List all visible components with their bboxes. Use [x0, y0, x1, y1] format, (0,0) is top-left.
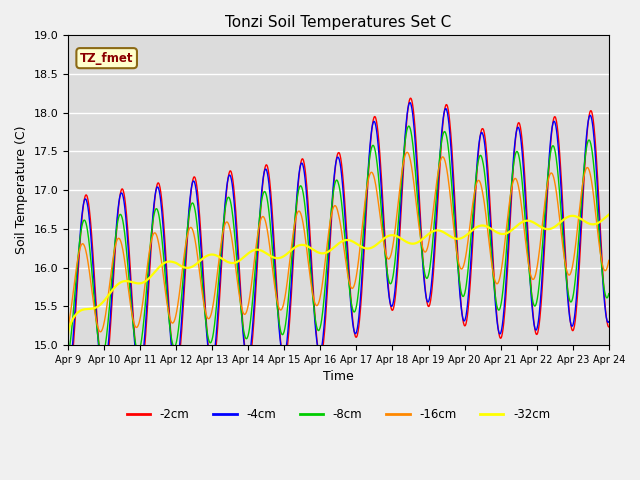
Line: -16cm: -16cm — [68, 152, 609, 332]
-4cm — [406, 100, 414, 106]
-8cm — [405, 123, 413, 129]
-8cm — [294, 193, 301, 199]
-4cm — [305, 222, 312, 228]
-4cm — [128, 302, 136, 308]
-32cm — [314, 250, 322, 255]
-2cm — [305, 209, 312, 215]
-32cm — [294, 243, 301, 249]
-8cm — [128, 310, 136, 315]
Legend: -2cm, -4cm, -8cm, -16cm, -32cm: -2cm, -4cm, -8cm, -16cm, -32cm — [122, 404, 555, 426]
-16cm — [97, 329, 104, 335]
-32cm — [64, 332, 72, 337]
Line: -8cm: -8cm — [68, 126, 609, 356]
Line: -2cm: -2cm — [68, 98, 609, 384]
-4cm — [106, 321, 114, 326]
Line: -32cm: -32cm — [68, 215, 609, 335]
-2cm — [106, 332, 114, 338]
-2cm — [64, 381, 72, 386]
-4cm — [605, 319, 612, 324]
-4cm — [372, 123, 380, 129]
-16cm — [605, 258, 612, 264]
-2cm — [372, 115, 380, 121]
-2cm — [407, 96, 415, 101]
-32cm — [305, 244, 312, 250]
-4cm — [294, 185, 301, 191]
Line: -4cm: -4cm — [68, 103, 609, 379]
-16cm — [64, 324, 72, 330]
-16cm — [129, 312, 136, 318]
-16cm — [315, 300, 323, 306]
Y-axis label: Soil Temperature (C): Soil Temperature (C) — [15, 126, 28, 254]
-32cm — [605, 212, 612, 217]
-16cm — [403, 149, 411, 155]
-8cm — [305, 244, 312, 250]
Title: Tonzi Soil Temperatures Set C: Tonzi Soil Temperatures Set C — [225, 15, 452, 30]
-8cm — [372, 151, 380, 156]
-16cm — [294, 209, 301, 215]
-16cm — [106, 276, 114, 282]
-2cm — [294, 191, 301, 197]
-8cm — [314, 328, 322, 334]
-4cm — [64, 376, 72, 382]
-8cm — [106, 299, 114, 304]
-16cm — [305, 265, 313, 271]
-2cm — [314, 348, 322, 354]
-16cm — [372, 184, 380, 190]
X-axis label: Time: Time — [323, 370, 354, 384]
-2cm — [128, 292, 136, 298]
Text: TZ_fmet: TZ_fmet — [80, 52, 133, 65]
-4cm — [314, 348, 322, 354]
-32cm — [128, 279, 136, 285]
-8cm — [605, 291, 612, 297]
-32cm — [106, 290, 114, 296]
-32cm — [372, 242, 380, 248]
-2cm — [605, 324, 612, 330]
-8cm — [64, 353, 72, 359]
